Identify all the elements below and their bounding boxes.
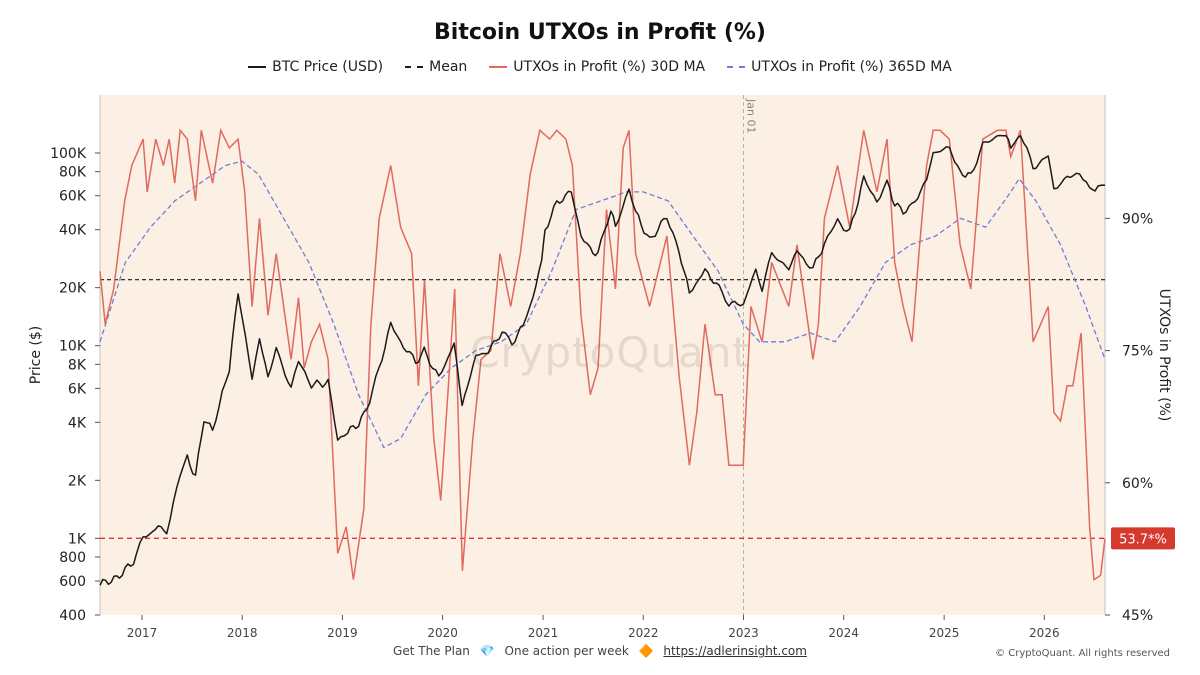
y-left-tick-label: 6K (68, 381, 87, 397)
copyright-text: © CryptoQuant. All rights reserved (995, 648, 1170, 659)
series-line-btc-price (99, 134, 1106, 586)
legend-item-utxo-30d[interactable]: UTXOs in Profit (%) 30D MA (489, 59, 705, 75)
y-right-tick-label: 60% (1122, 476, 1153, 492)
y-left-tick-label: 8K (68, 357, 87, 373)
footer-plan-text: Get The Plan (393, 644, 470, 658)
legend-label-btc-price: BTC Price (USD) (272, 59, 384, 75)
y-left-tick-label: 100K (50, 146, 87, 162)
x-tick-label: 2017 (127, 626, 158, 640)
series-line-utxo-30d (99, 127, 1106, 582)
footer-link[interactable]: https://adlerinsight.com (663, 644, 807, 658)
legend-swatch-utxo-30d (489, 66, 508, 68)
orange-diamond-icon: 🔶 (638, 644, 654, 658)
y-left-tick-label: 40K (59, 223, 87, 239)
y-left-tick-label: 800 (59, 550, 86, 566)
plot-area (100, 95, 1105, 615)
legend-swatch-utxo-365d (727, 66, 746, 68)
legend-swatch-mean (405, 66, 424, 68)
y-left-tick-label: 400 (59, 608, 86, 624)
x-tick-label: 2019 (327, 626, 358, 640)
series-line-utxo-365d (99, 160, 1106, 449)
y-left-tick-label: 2K (68, 473, 87, 489)
legend-label-utxo-30d: UTXOs in Profit (%) 30D MA (513, 59, 706, 75)
threshold-label-text: 53.7*% (1119, 532, 1167, 547)
y-right-tick-label: 45% (1122, 608, 1153, 624)
legend-item-btc-price[interactable]: BTC Price (USD) (248, 59, 383, 75)
y-left-tick-label: 600 (59, 574, 86, 590)
x-tick-label: 2022 (628, 626, 659, 640)
y-left-tick-label: 80K (59, 165, 87, 181)
y-left-tick-label: 60K (59, 189, 87, 205)
y-right-tick-label: 90% (1122, 211, 1153, 227)
legend-item-mean[interactable]: Mean (405, 59, 467, 75)
y-right-axis-title: UTXOs in Profit (%) (1156, 289, 1172, 422)
legend-item-utxo-365d[interactable]: UTXOs in Profit (%) 365D MA (727, 59, 952, 75)
y-left-tick-label: 20K (59, 281, 87, 297)
x-tick-label: 2024 (828, 626, 859, 640)
chart-title: Bitcoin UTXOs in Profit (%) (434, 20, 766, 45)
y-left-tick-label: 4K (68, 415, 87, 431)
jan01-annotation-label: Jan 01 (744, 98, 757, 133)
diamond-icon: 💎 (479, 644, 495, 658)
y-left-axis-title: Price ($) (28, 326, 44, 384)
watermark-text: CryptoQuant (470, 328, 750, 377)
x-tick-label: 2023 (728, 626, 759, 640)
y-left-tick-label: 1K (68, 531, 87, 547)
chart-legend: BTC Price (USD) Mean UTXOs in Profit (%)… (0, 59, 1200, 75)
x-tick-label: 2025 (929, 626, 960, 640)
x-tick-label: 2018 (227, 626, 258, 640)
footer-action-text: One action per week (504, 644, 629, 658)
legend-label-mean: Mean (429, 59, 468, 75)
threshold-label-badge (1111, 527, 1175, 550)
legend-label-utxo-365d: UTXOs in Profit (%) 365D MA (751, 59, 952, 75)
x-tick-label: 2021 (528, 626, 559, 640)
x-tick-label: 2020 (427, 626, 458, 640)
y-right-tick-label: 75% (1122, 344, 1153, 360)
chart-footer: Get The Plan 💎 One action per week 🔶 htt… (0, 644, 1200, 658)
y-left-tick-label: 10K (59, 339, 87, 355)
x-tick-label: 2026 (1029, 626, 1060, 640)
legend-swatch-btc-price (248, 66, 267, 68)
